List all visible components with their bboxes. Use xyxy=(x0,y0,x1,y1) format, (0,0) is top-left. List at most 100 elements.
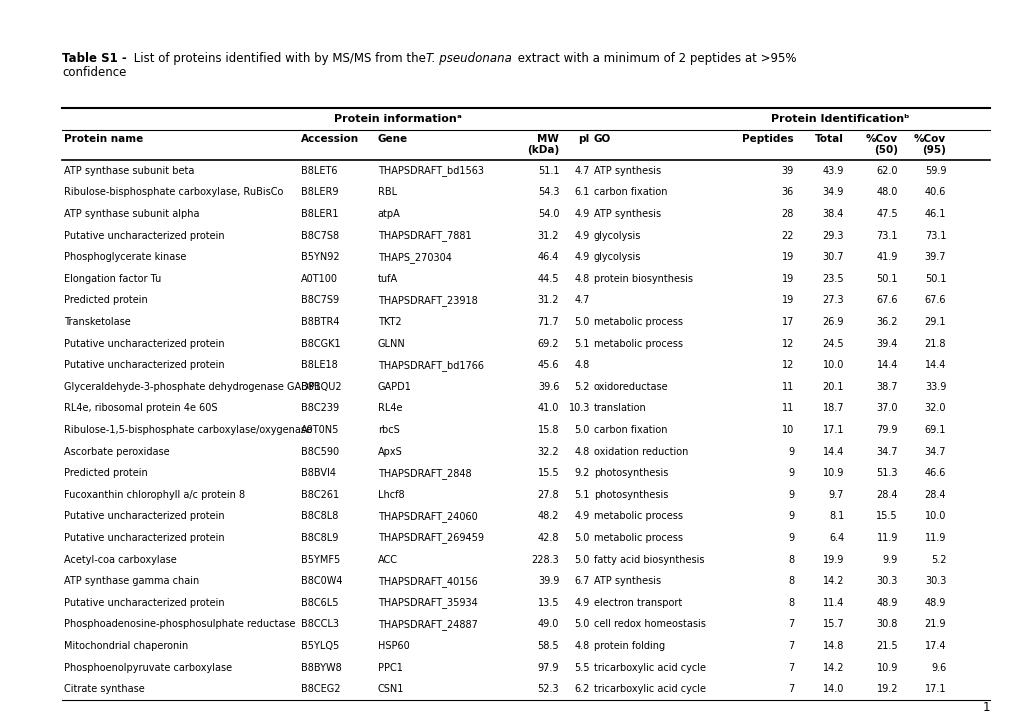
Text: 51.1: 51.1 xyxy=(537,166,558,176)
Text: A0T0N5: A0T0N5 xyxy=(301,425,338,435)
Text: THAPSDRAFT_35934: THAPSDRAFT_35934 xyxy=(377,598,477,608)
Text: RL4e: RL4e xyxy=(377,403,401,413)
Text: ACC: ACC xyxy=(377,554,397,564)
Text: 6.4: 6.4 xyxy=(828,533,844,543)
Text: 36.2: 36.2 xyxy=(875,317,897,327)
Text: B8C261: B8C261 xyxy=(301,490,338,500)
Text: fatty acid biosynthesis: fatty acid biosynthesis xyxy=(593,554,704,564)
Text: extract with a minimum of 2 peptides at >95%: extract with a minimum of 2 peptides at … xyxy=(514,52,796,65)
Text: 9.2: 9.2 xyxy=(574,468,589,478)
Text: metabolic process: metabolic process xyxy=(593,533,682,543)
Text: 33.9: 33.9 xyxy=(924,382,946,392)
Text: List of proteins identified with by MS/MS from the: List of proteins identified with by MS/M… xyxy=(129,52,429,65)
Text: 4.9: 4.9 xyxy=(574,598,589,608)
Text: Mitochondrial chaperonin: Mitochondrial chaperonin xyxy=(64,641,189,651)
Text: 14.4: 14.4 xyxy=(924,360,946,370)
Text: 29.3: 29.3 xyxy=(822,230,844,240)
Text: 13.5: 13.5 xyxy=(537,598,558,608)
Text: B8BTR4: B8BTR4 xyxy=(301,317,338,327)
Text: %Cov
(50): %Cov (50) xyxy=(865,134,897,156)
Text: photosynthesis: photosynthesis xyxy=(593,468,667,478)
Text: 31.2: 31.2 xyxy=(537,295,558,305)
Text: 1: 1 xyxy=(981,701,989,714)
Text: carbon fixation: carbon fixation xyxy=(593,187,666,197)
Text: 10.0: 10.0 xyxy=(924,511,946,521)
Text: 6.2: 6.2 xyxy=(574,684,589,694)
Text: 24.5: 24.5 xyxy=(821,338,844,348)
Text: 69.1: 69.1 xyxy=(924,425,946,435)
Text: 46.6: 46.6 xyxy=(924,468,946,478)
Text: B8C8L8: B8C8L8 xyxy=(301,511,337,521)
Text: Elongation factor Tu: Elongation factor Tu xyxy=(64,274,161,284)
Text: CSN1: CSN1 xyxy=(377,684,404,694)
Text: GAPD1: GAPD1 xyxy=(377,382,411,392)
Text: 4.7: 4.7 xyxy=(574,166,589,176)
Text: 5.0: 5.0 xyxy=(574,317,589,327)
Text: THAPSDRAFT_24887: THAPSDRAFT_24887 xyxy=(377,619,477,630)
Text: 44.5: 44.5 xyxy=(537,274,558,284)
Text: Predicted protein: Predicted protein xyxy=(64,295,148,305)
Text: Lhcf8: Lhcf8 xyxy=(377,490,404,500)
Text: 30.3: 30.3 xyxy=(875,576,897,586)
Text: 21.9: 21.9 xyxy=(924,619,946,629)
Text: 15.5: 15.5 xyxy=(537,468,558,478)
Text: THAPSDRAFT_24060: THAPSDRAFT_24060 xyxy=(377,511,477,522)
Text: 39.7: 39.7 xyxy=(924,252,946,262)
Text: 5.2: 5.2 xyxy=(929,554,946,564)
Text: 5.1: 5.1 xyxy=(574,490,589,500)
Text: 41.0: 41.0 xyxy=(537,403,558,413)
Text: THAPSDRAFT_23918: THAPSDRAFT_23918 xyxy=(377,295,477,306)
Text: PPC1: PPC1 xyxy=(377,662,403,672)
Text: 228.3: 228.3 xyxy=(531,554,558,564)
Text: 9: 9 xyxy=(787,533,793,543)
Text: Predicted protein: Predicted protein xyxy=(64,468,148,478)
Text: 30.3: 30.3 xyxy=(924,576,946,586)
Text: 67.6: 67.6 xyxy=(924,295,946,305)
Text: 49.0: 49.0 xyxy=(537,619,558,629)
Text: 5.0: 5.0 xyxy=(574,554,589,564)
Text: 14.2: 14.2 xyxy=(822,662,844,672)
Text: ATP synthesis: ATP synthesis xyxy=(593,576,660,586)
Text: 11: 11 xyxy=(781,382,793,392)
Text: pI: pI xyxy=(578,134,589,144)
Text: MW
(kDa): MW (kDa) xyxy=(527,134,558,156)
Text: glycolysis: glycolysis xyxy=(593,252,641,262)
Text: 9: 9 xyxy=(787,446,793,456)
Text: 9: 9 xyxy=(787,468,793,478)
Text: 5.0: 5.0 xyxy=(574,425,589,435)
Text: 5.0: 5.0 xyxy=(574,619,589,629)
Text: 6.1: 6.1 xyxy=(574,187,589,197)
Text: 39.6: 39.6 xyxy=(537,382,558,392)
Text: translation: translation xyxy=(593,403,646,413)
Text: Protein name: Protein name xyxy=(64,134,143,144)
Text: 4.9: 4.9 xyxy=(574,230,589,240)
Text: 48.9: 48.9 xyxy=(924,598,946,608)
Text: B8C6L5: B8C6L5 xyxy=(301,598,338,608)
Text: 48.9: 48.9 xyxy=(875,598,897,608)
Text: 62.0: 62.0 xyxy=(875,166,897,176)
Text: 67.6: 67.6 xyxy=(875,295,897,305)
Text: 7: 7 xyxy=(787,662,793,672)
Text: 9.7: 9.7 xyxy=(828,490,844,500)
Text: metabolic process: metabolic process xyxy=(593,511,682,521)
Text: GLNN: GLNN xyxy=(377,338,405,348)
Text: 21.5: 21.5 xyxy=(875,641,897,651)
Text: B8C239: B8C239 xyxy=(301,403,338,413)
Text: 38.4: 38.4 xyxy=(822,209,844,219)
Text: 54.0: 54.0 xyxy=(537,209,558,219)
Text: Phosphoglycerate kinase: Phosphoglycerate kinase xyxy=(64,252,186,262)
Text: 19: 19 xyxy=(781,274,793,284)
Text: 4.7: 4.7 xyxy=(574,295,589,305)
Text: 52.3: 52.3 xyxy=(537,684,558,694)
Text: Ribulose-bisphosphate carboxylase, RuBisCo: Ribulose-bisphosphate carboxylase, RuBis… xyxy=(64,187,283,197)
Text: A0T100: A0T100 xyxy=(301,274,337,284)
Text: 10: 10 xyxy=(781,425,793,435)
Text: 4.8: 4.8 xyxy=(574,641,589,651)
Text: Putative uncharacterized protein: Putative uncharacterized protein xyxy=(64,598,224,608)
Text: B8LER9: B8LER9 xyxy=(301,187,338,197)
Text: 34.9: 34.9 xyxy=(822,187,844,197)
Text: 50.1: 50.1 xyxy=(924,274,946,284)
Text: 29.1: 29.1 xyxy=(924,317,946,327)
Text: B8CGK1: B8CGK1 xyxy=(301,338,340,348)
Text: THAPSDRAFT_bd1563: THAPSDRAFT_bd1563 xyxy=(377,166,483,176)
